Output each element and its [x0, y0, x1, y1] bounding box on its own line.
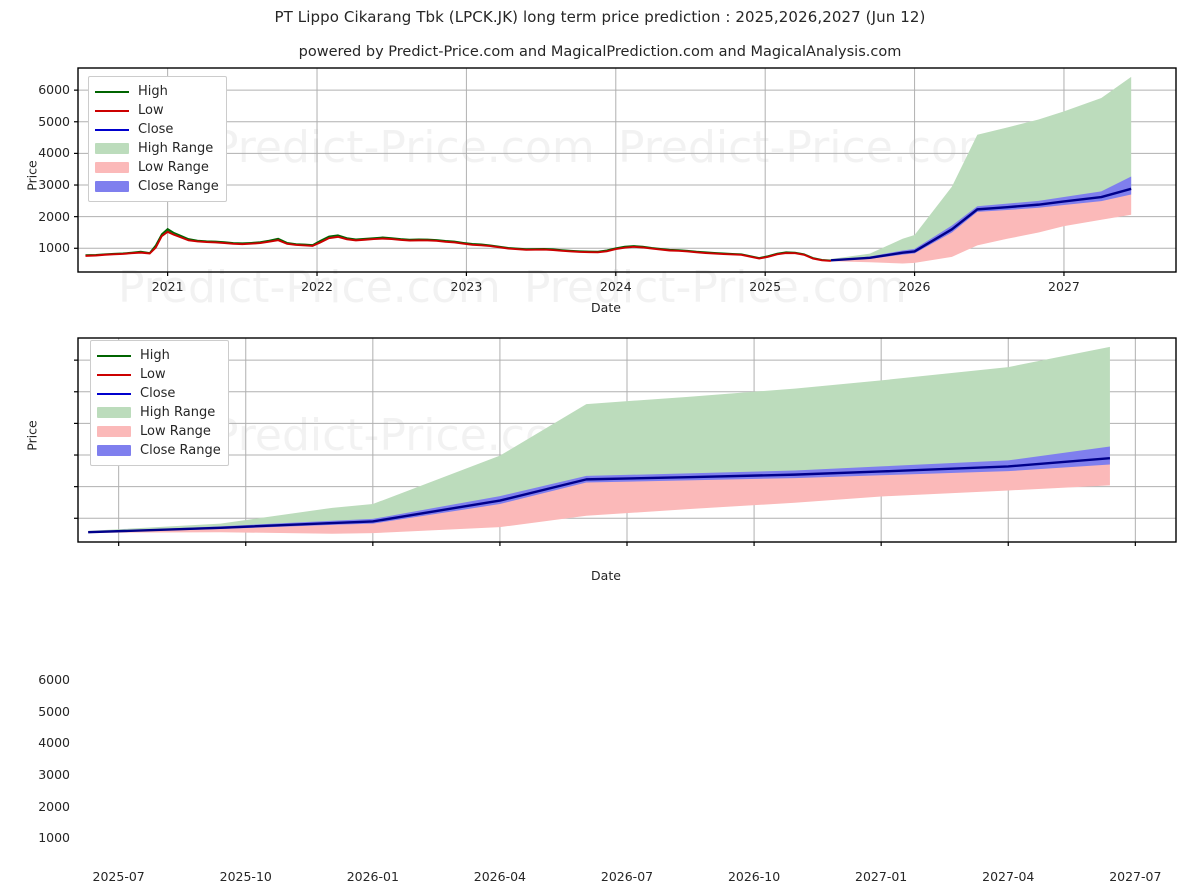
x-tick-label: 2027 [1048, 279, 1080, 294]
legend-swatch-line [95, 86, 129, 98]
legend-swatch-patch [95, 143, 129, 154]
legend-swatch-line [97, 350, 131, 362]
watermark: Predict-Price.com [524, 262, 907, 313]
plot-frame [77, 67, 1177, 273]
high-range-band [88, 346, 1110, 533]
y-tick-label: 3000 [38, 767, 70, 783]
watermark: Predict-Price.com [118, 262, 501, 313]
y-tick-label: 4000 [38, 145, 70, 161]
x-tick-label: 2026-04 [473, 869, 527, 884]
x-tick-label: 2025-07 [92, 869, 145, 884]
y-tick-label: 4000 [38, 735, 70, 751]
legend-item[interactable]: High Range [95, 139, 219, 158]
x-tick-label: 2027-04 [982, 869, 1035, 884]
legend-item[interactable]: Low [97, 365, 221, 384]
legend-item[interactable]: Close [95, 120, 219, 139]
y-tick-label: 6000 [38, 672, 70, 688]
legend-item[interactable]: Low [95, 101, 219, 120]
y-tick-label: 2000 [38, 208, 70, 224]
close-range-band [88, 446, 1110, 533]
forecast-chart-panel: Price Date Predict-Price.comPredict-Pric… [0, 320, 1200, 884]
legend-item-label: Low [138, 103, 164, 118]
legend-swatch-line [97, 388, 131, 400]
legend-item[interactable]: High Range [97, 403, 221, 422]
legend-swatch-patch [97, 426, 131, 437]
x-tick-label: 2025 [749, 279, 782, 294]
legend-item-label: Low Range [138, 160, 209, 175]
legend-item-label: High [138, 84, 168, 99]
legend-item[interactable]: Close [97, 384, 221, 403]
forecast-x-axis-label: Date [591, 568, 621, 583]
legend-swatch-patch [95, 181, 129, 192]
legend-item[interactable]: Low Range [95, 158, 219, 177]
legend-item[interactable]: High [95, 82, 219, 101]
x-tick-label: 2022 [301, 279, 333, 294]
page-title: PT Lippo Cikarang Tbk (LPCK.JK) long ter… [274, 8, 926, 26]
high-range-band [830, 76, 1132, 261]
x-tick-label: 2027-07 [1109, 869, 1162, 884]
legend-item-label: Low Range [140, 424, 211, 439]
y-tick-label: 6000 [38, 82, 70, 98]
legend-item[interactable]: Close Range [97, 441, 221, 460]
overview-plot: Predict-Price.com Predict-Price.com Predic… [74, 67, 1177, 313]
x-tick-label: 2021 [151, 279, 184, 294]
legend-swatch-patch [97, 407, 131, 418]
watermark: Predict-Price.com [618, 122, 1001, 173]
watermark: Predict-Price.com [212, 122, 595, 173]
y-tick-label: 5000 [38, 113, 70, 129]
close-forecast-line [88, 456, 1111, 534]
legend-item-label: Close [138, 122, 174, 137]
low-range-band [88, 458, 1110, 534]
y-tick-label: 1000 [38, 240, 70, 256]
legend-item[interactable]: Close Range [95, 177, 219, 196]
forecast-y-axis-label: Price [24, 420, 40, 451]
y-tick-label: 5000 [38, 703, 70, 719]
overview-chart-panel: Price Date Predict-Price.com Predict-Pric… [0, 0, 1200, 320]
legend-item-label: Low [140, 367, 166, 382]
legend-item-label: Close Range [138, 179, 219, 194]
close-forecast-line [830, 187, 1132, 262]
x-tick-label: 2024 [599, 279, 632, 294]
overview-x-axis-label: Date [591, 300, 621, 315]
legend-item-label: High Range [138, 141, 214, 156]
legend-item[interactable]: Low Range [97, 422, 221, 441]
legend-item[interactable]: High [97, 346, 221, 365]
page-subtitle: powered by Predict-Price.com and Magical… [298, 44, 902, 60]
low-range-band [830, 188, 1132, 264]
legend-item-label: Close [140, 386, 176, 401]
x-tick-label: 2023 [450, 279, 483, 294]
x-tick-label: 2027-01 [855, 869, 908, 884]
x-tick-label: 2026-10 [727, 869, 781, 884]
chart-legend[interactable]: High Low Close High Range Low Range Close Ran… [88, 76, 227, 202]
y-tick-label: 3000 [38, 177, 70, 193]
x-tick-label: 2025-10 [219, 869, 272, 884]
y-tick-label: 1000 [38, 830, 70, 846]
x-tick-label: 2026 [898, 279, 931, 294]
legend-swatch-line [95, 124, 129, 136]
y-tick-label: 2000 [38, 798, 70, 814]
legend-item-label: High [140, 348, 170, 363]
history-low-line [85, 230, 831, 262]
legend-swatch-line [95, 105, 129, 117]
chart-legend[interactable]: High Low Close High Range Low Range Close Ran… [90, 340, 229, 466]
x-tick-label: 2026-07 [600, 869, 654, 884]
legend-item-label: High Range [140, 405, 216, 420]
legend-swatch-line [97, 369, 131, 381]
legend-swatch-patch [97, 445, 131, 456]
legend-swatch-patch [95, 162, 129, 173]
legend-item-label: Close Range [140, 443, 221, 458]
x-tick-label: 2026-01 [346, 869, 399, 884]
